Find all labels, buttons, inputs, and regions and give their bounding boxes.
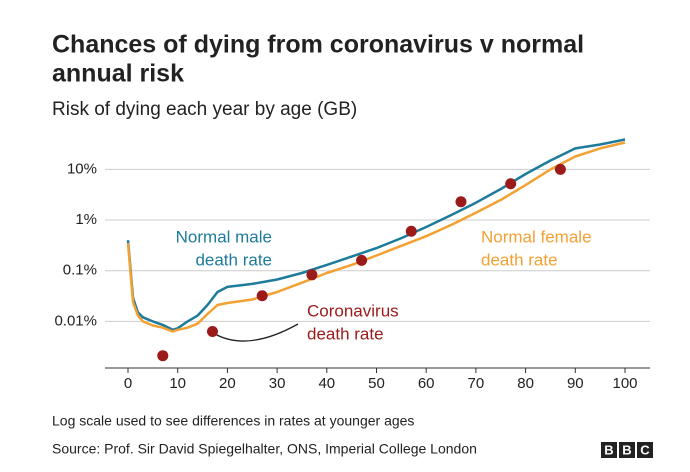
point	[206, 326, 218, 338]
y-tick-label: 0.1%	[63, 262, 97, 279]
logo-box	[601, 442, 617, 458]
x-tick-label: 90	[567, 375, 584, 392]
logo-box	[619, 442, 635, 458]
y-tick-label: 0.01%	[54, 312, 97, 329]
x-tick-label: 40	[318, 375, 335, 392]
annotation: Normal female	[481, 227, 592, 246]
annotation: Normal male	[176, 227, 272, 246]
x-tick-label: 50	[368, 375, 385, 392]
chart-subtitle: Risk of dying each year by age (GB)	[52, 99, 357, 120]
x-tick-label: 30	[269, 375, 286, 392]
point	[306, 269, 318, 281]
logo-box	[637, 442, 653, 458]
annotation: death rate	[195, 250, 272, 269]
note: Log scale used to see differences in rat…	[52, 413, 414, 429]
point	[356, 254, 368, 266]
chart-title: Chances of dying from coronavirus v norm…	[52, 31, 584, 59]
point	[256, 290, 268, 302]
annotation: death rate	[481, 250, 558, 269]
logo-letter: B	[604, 442, 613, 457]
x-tick-label: 100	[612, 375, 637, 392]
x-tick-label: 20	[219, 375, 236, 392]
source: Source: Prof. Sir David Spiegelhalter, O…	[52, 441, 477, 457]
point	[405, 225, 417, 237]
point	[554, 163, 566, 175]
x-tick-label: 70	[468, 375, 485, 392]
y-tick-label: 1%	[75, 211, 97, 228]
x-tick-label: 80	[517, 375, 534, 392]
annotation: death rate	[307, 324, 384, 343]
line	[126, 141, 626, 333]
x-tick-label: 10	[169, 375, 186, 392]
x-tick-label: 60	[418, 375, 435, 392]
logo-letter: C	[640, 442, 650, 457]
chart-title: annual risk	[52, 60, 184, 88]
connector	[214, 323, 299, 342]
annotation: Coronavirus	[307, 301, 399, 320]
point	[505, 178, 517, 190]
logo-letter: B	[622, 442, 631, 457]
y-tick-label: 10%	[67, 160, 97, 177]
x-tick-label: 0	[124, 375, 132, 392]
point	[455, 196, 467, 208]
point	[157, 350, 169, 362]
